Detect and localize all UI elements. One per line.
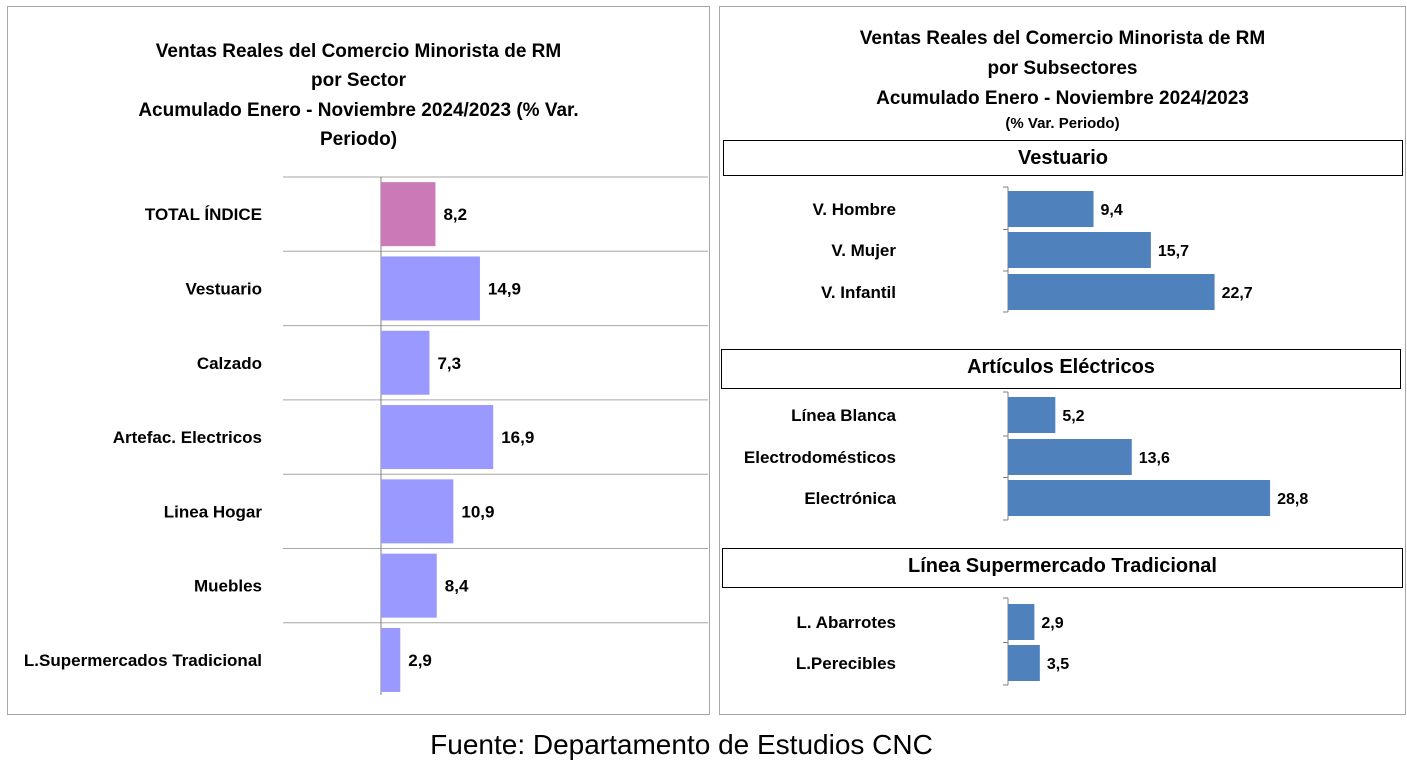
subsector-value-label: 22,7 xyxy=(1222,285,1253,302)
subsector-chart-panel: Ventas Reales del Comercio Minorista de … xyxy=(719,6,1406,715)
sector-bar xyxy=(381,256,480,321)
sector-category-label: TOTAL ÍNDICE xyxy=(145,205,262,224)
sector-category-label: L.Supermercados Tradicional xyxy=(24,651,262,670)
sector-value-label: 7,3 xyxy=(437,354,461,373)
subsector-value-label: 13,6 xyxy=(1139,450,1170,467)
sector-chart-panel: Ventas Reales del Comercio Minorista de … xyxy=(7,6,710,715)
sector-category-label: Calzado xyxy=(197,354,262,373)
left-title-line-2: por Sector xyxy=(310,70,407,91)
subsector-value-label: 2,9 xyxy=(1041,615,1063,632)
subsector-category-label: Electrodomésticos xyxy=(744,448,896,467)
sector-category-label: Linea Hogar xyxy=(164,502,263,521)
left-title-line-1: Ventas Reales del Comercio Minorista de … xyxy=(155,41,562,62)
sector-bar xyxy=(381,182,436,247)
subsector-value-label: 9,4 xyxy=(1101,202,1123,219)
sector-value-label: 8,4 xyxy=(445,577,469,596)
sector-bar xyxy=(381,405,494,470)
sector-value-label: 16,9 xyxy=(501,428,534,447)
sector-bar xyxy=(381,627,401,692)
sector-value-label: 8,2 xyxy=(443,205,467,224)
subsector-category-label: L.Perecibles xyxy=(796,654,896,673)
section-header-linea-supermercado: Línea Supermercado Tradicional xyxy=(722,548,1403,588)
sector-value-label: 10,9 xyxy=(461,502,494,521)
subsector-category-label: Línea Blanca xyxy=(791,406,896,425)
subsector-category-label: V. Infantil xyxy=(821,283,896,302)
subsector-category-label: Electrónica xyxy=(804,489,896,508)
subsector-category-label: V. Hombre xyxy=(813,200,896,219)
sector-bar xyxy=(381,330,430,395)
subsector-value-label: 5,2 xyxy=(1062,408,1084,425)
sector-bar xyxy=(381,479,454,544)
subsector-category-label: L. Abarrotes xyxy=(796,613,896,632)
left-title-line-3: Acumulado Enero - Noviembre 2024/2023 (%… xyxy=(138,100,579,121)
left-title-line-4: Periodo) xyxy=(319,129,398,150)
subsector-bar xyxy=(1008,274,1215,310)
subsector-value-label: 15,7 xyxy=(1158,243,1189,260)
subsector-bar xyxy=(1008,232,1151,268)
right-subtitle: (% Var. Periodo) xyxy=(1005,115,1120,132)
right-title-line-2: por Subsectores xyxy=(987,58,1138,79)
subsector-bar xyxy=(1008,397,1056,433)
subsector-category-label: V. Mujer xyxy=(831,241,896,260)
subsector-bar xyxy=(1008,439,1132,475)
subsector-value-label: 3,5 xyxy=(1047,656,1069,673)
section-header-vestuario: Vestuario xyxy=(723,140,1403,176)
section-header-articulos-electricos: Artículos Eléctricos xyxy=(721,349,1401,389)
sector-bar xyxy=(381,553,437,618)
subsector-bar xyxy=(1008,645,1040,681)
right-title-line-3: Acumulado Enero - Noviembre 2024/2023 xyxy=(876,88,1249,109)
sector-value-label: 2,9 xyxy=(408,651,432,670)
source-footer: Fuente: Departamento de Estudios CNC xyxy=(430,729,933,760)
sector-category-label: Vestuario xyxy=(185,279,262,298)
subsector-bar xyxy=(1008,480,1271,516)
sector-category-label: Muebles xyxy=(194,577,262,596)
sector-category-label: Artefac. Electricos xyxy=(113,428,262,447)
subsector-bar xyxy=(1008,604,1035,640)
subsector-value-label: 28,8 xyxy=(1277,491,1308,508)
right-title-line-1: Ventas Reales del Comercio Minorista de … xyxy=(859,28,1266,49)
sector-value-label: 14,9 xyxy=(488,279,521,298)
subsector-bar xyxy=(1008,191,1094,227)
